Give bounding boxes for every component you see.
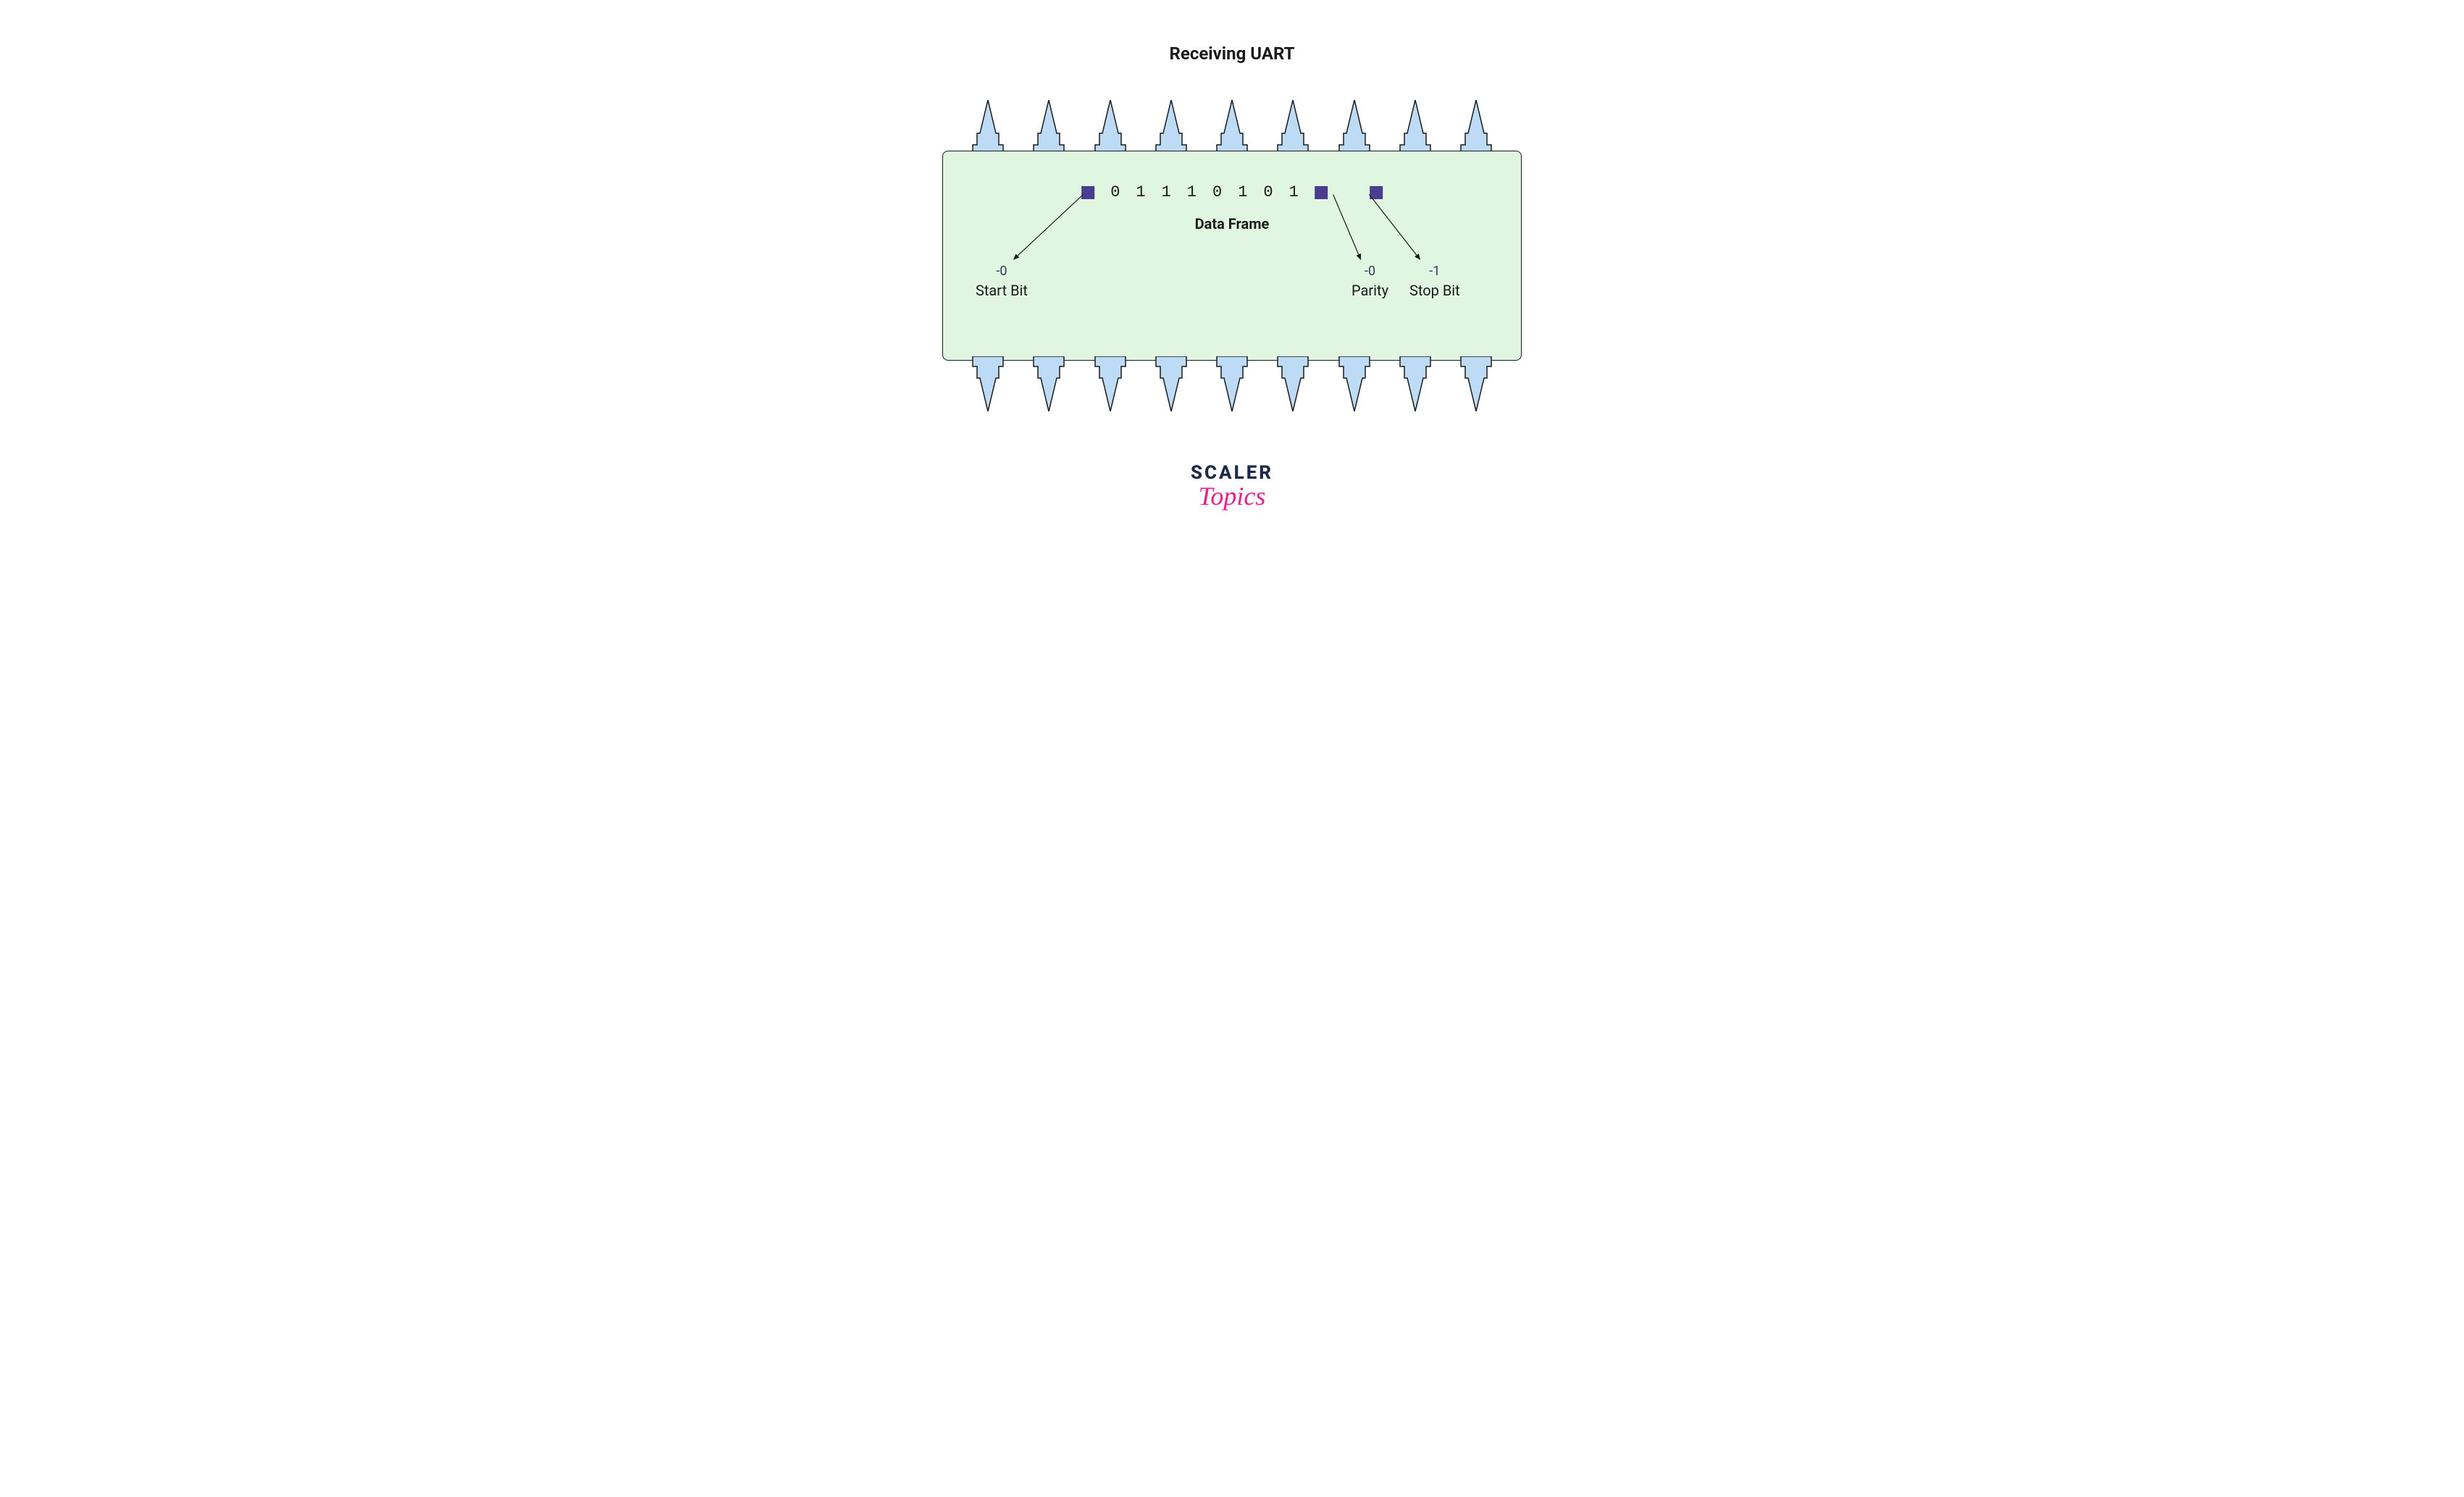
pin-top [1094, 100, 1127, 155]
pin-top [1459, 100, 1493, 155]
pin-top [1215, 100, 1249, 155]
parity-bit-marker [1315, 186, 1328, 199]
pins-bottom [971, 356, 1493, 411]
bit: 0 [1110, 183, 1120, 201]
chip-container: 0 1 1 1 0 1 0 1 Data Frame -0 Start Bit [935, 100, 1529, 411]
parity-annotation: -0 Parity [1352, 264, 1388, 299]
pin-top [1032, 100, 1065, 155]
bit: 1 [1136, 183, 1145, 201]
pin-bottom [1032, 356, 1065, 411]
pin-top [1338, 100, 1371, 155]
bit: 1 [1162, 183, 1171, 201]
chip-body: 0 1 1 1 0 1 0 1 Data Frame -0 Start Bit [942, 151, 1522, 361]
pin-bottom [1094, 356, 1127, 411]
pin-bottom [1338, 356, 1371, 411]
pin-bottom [1155, 356, 1188, 411]
ann-label: Start Bit [976, 282, 1028, 299]
pin-bottom [1399, 356, 1432, 411]
stop-bit-annotation: -1 Stop Bit [1409, 264, 1460, 299]
stop-bit-marker [1370, 186, 1383, 199]
pin-top [1155, 100, 1188, 155]
ann-label: Stop Bit [1409, 282, 1460, 299]
logo-sub: Topics [1191, 481, 1273, 511]
logo: SCALER Topics [1191, 462, 1273, 511]
ann-value: -0 [976, 264, 1028, 279]
pin-top [1399, 100, 1432, 155]
ann-label: Parity [1352, 282, 1388, 299]
start-bit-annotation: -0 Start Bit [976, 264, 1028, 299]
pins-top [971, 100, 1493, 155]
pin-bottom [1215, 356, 1249, 411]
ann-value: -1 [1409, 264, 1460, 279]
diagram-title: Receiving UART [1169, 43, 1294, 64]
start-bit-marker [1081, 186, 1094, 199]
pin-top [971, 100, 1005, 155]
data-frame-label: Data Frame [1195, 215, 1270, 232]
ann-value: -0 [1352, 264, 1388, 279]
bit: 1 [1289, 183, 1299, 201]
pin-top [1276, 100, 1309, 155]
bit: 0 [1263, 183, 1273, 201]
bit: 0 [1212, 183, 1222, 201]
data-bits-row: 0 1 1 1 0 1 0 1 [1081, 183, 1383, 201]
bit: 1 [1238, 183, 1247, 201]
pin-bottom [971, 356, 1005, 411]
pin-bottom [1459, 356, 1493, 411]
bit: 1 [1187, 183, 1197, 201]
pin-bottom [1276, 356, 1309, 411]
